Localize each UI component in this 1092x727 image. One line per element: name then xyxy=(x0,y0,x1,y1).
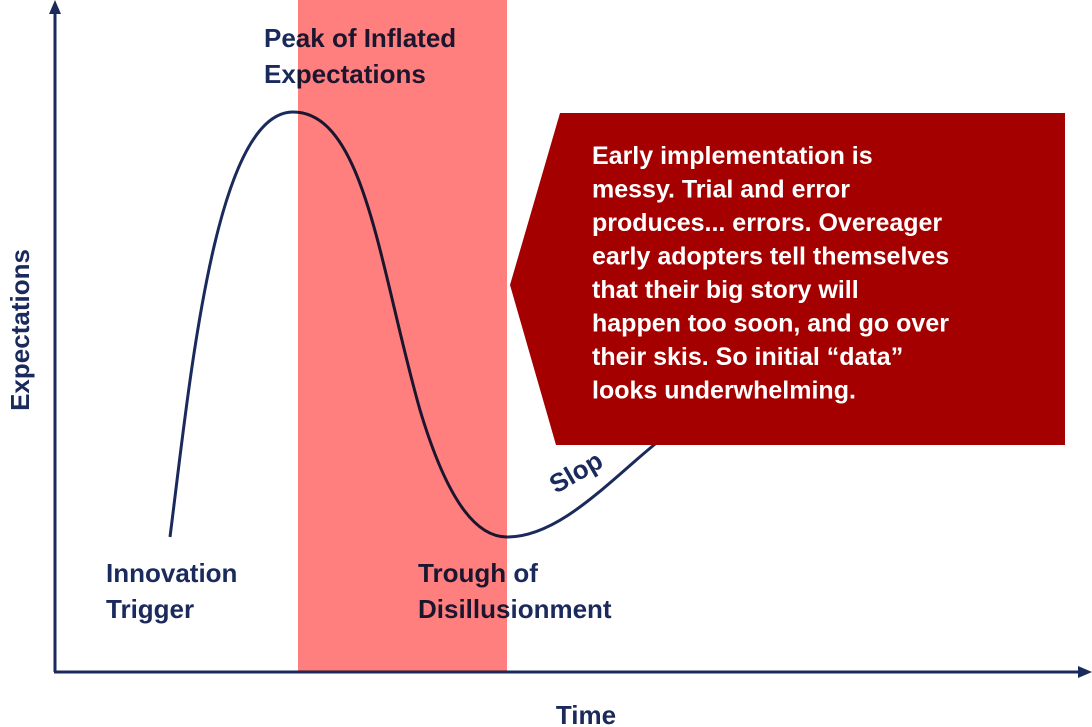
x-axis-label: Time xyxy=(556,700,616,727)
callout-line: Early implementation is xyxy=(592,142,873,170)
callout-line: produces... errors. Overeager xyxy=(592,209,942,237)
callout-line: that their big story will xyxy=(592,276,859,304)
x-axis-arrow xyxy=(1078,666,1092,678)
y-axis-label: Expectations xyxy=(5,249,35,411)
callout-line: their skis. So initial “data” xyxy=(592,343,903,371)
callout-box xyxy=(510,113,1065,445)
highlight-band xyxy=(298,0,507,671)
trigger-label-line: Innovation xyxy=(106,558,237,588)
callout-line: early adopters tell themselves xyxy=(592,243,949,271)
callout-line: happen too soon, and go over xyxy=(592,310,949,338)
callout-line: messy. Trial and error xyxy=(592,176,850,204)
y-axis-arrow xyxy=(49,0,61,14)
trigger-label-line: Trigger xyxy=(106,594,194,624)
callout-text: Early implementation is messy. Trial and … xyxy=(592,142,949,405)
callout-line: looks underwhelming. xyxy=(592,377,856,405)
